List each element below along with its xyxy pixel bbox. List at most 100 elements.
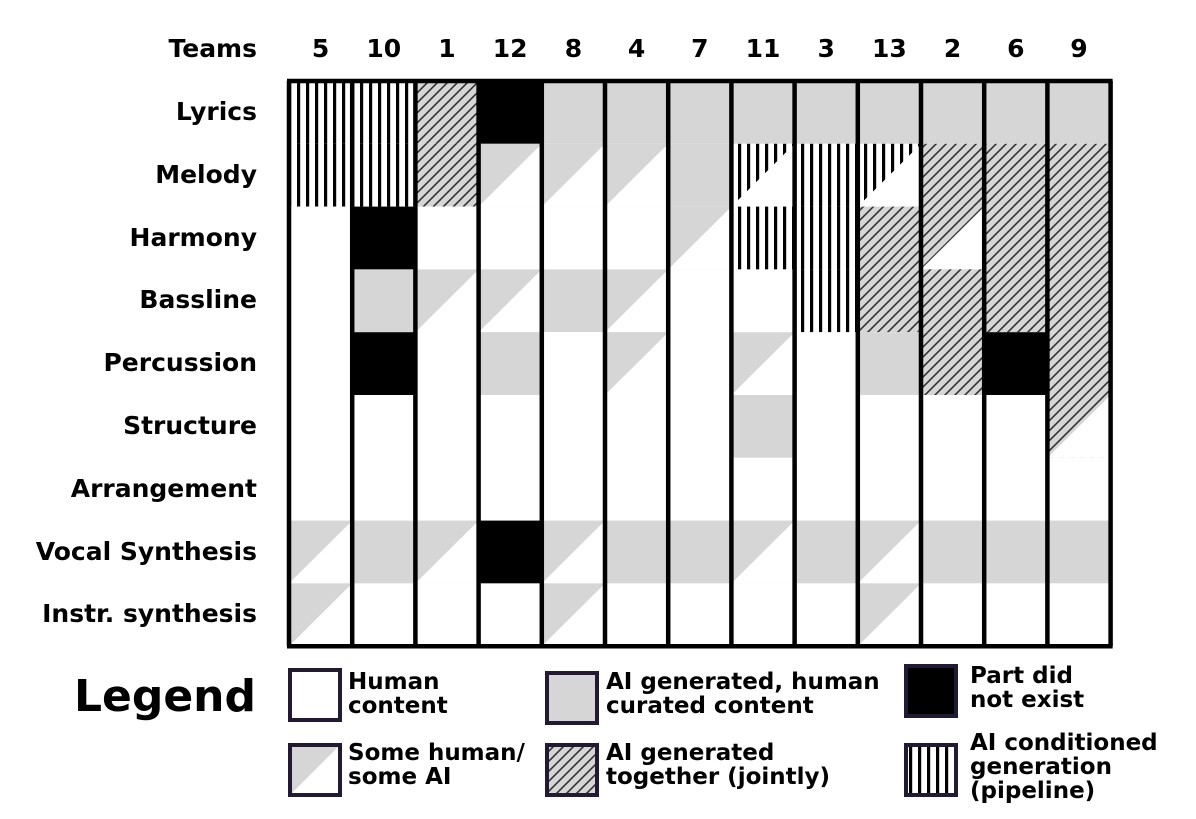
cell-percussion-team-9 <box>1047 332 1111 395</box>
cell-lyrics-team-6 <box>984 81 1048 144</box>
cell-arrangement-team-2 <box>921 457 985 521</box>
cell-instr-synthesis-team-4 <box>605 583 669 647</box>
cell-melody-team-2 <box>921 143 985 207</box>
team-label-5: 5 <box>311 34 330 63</box>
cell-bassline-team-2 <box>921 269 985 333</box>
cell-vocal-synthesis-team-2 <box>921 520 985 584</box>
cell-harmony-team-5 <box>289 206 353 270</box>
cell-vocal-synthesis-team-9 <box>1047 520 1111 584</box>
cell-harmony-team-10 <box>352 206 416 270</box>
cell-vocal-synthesis-team-4 <box>605 520 669 584</box>
row-label-harmony: Harmony <box>129 222 257 252</box>
team-label-12: 12 <box>492 34 528 63</box>
cell-harmony-team-3 <box>794 206 858 270</box>
cell-percussion-team-6 <box>984 332 1048 395</box>
cell-percussion-team-1 <box>415 332 479 395</box>
legend-label-jointly: AI generated together (jointly) <box>606 740 831 790</box>
cell-instr-synthesis-team-10 <box>352 583 416 647</box>
cell-structure-team-6 <box>984 395 1048 458</box>
cell-percussion-team-10 <box>352 332 416 395</box>
legend-swatch-border <box>288 668 342 722</box>
cell-instr-synthesis-team-8 <box>541 583 605 647</box>
cell-lyrics-team-1 <box>415 81 479 144</box>
cell-harmony-team-4 <box>605 206 669 270</box>
row-label-structure: Structure <box>123 411 257 440</box>
legend-label-human: Human content <box>348 669 448 719</box>
cell-melody-team-7 <box>668 143 732 207</box>
cell-vocal-synthesis-team-1 <box>415 520 479 584</box>
cell-instr-synthesis-team-11 <box>731 583 795 647</box>
cell-vocal-synthesis-team-3 <box>794 520 858 584</box>
cell-bassline-team-10 <box>352 269 416 333</box>
cell-arrangement-team-5 <box>289 457 353 521</box>
cell-structure-team-2 <box>921 395 985 458</box>
team-label-1: 1 <box>438 34 456 63</box>
row-label-arrangement: Arrangement <box>70 473 257 503</box>
cell-instr-synthesis-team-3 <box>794 583 858 647</box>
cell-arrangement-team-4 <box>605 457 669 521</box>
cell-melody-team-6 <box>984 143 1048 207</box>
cell-vocal-synthesis-team-8 <box>541 520 605 584</box>
cell-harmony-team-8 <box>541 206 605 270</box>
cell-percussion-team-5 <box>289 332 353 395</box>
cell-bassline-team-11 <box>731 269 795 333</box>
legend-swatch-mixed <box>290 745 340 795</box>
cell-bassline-team-8 <box>541 269 605 333</box>
legend-swatch-border <box>545 671 599 725</box>
teams-header: Teams <box>168 34 258 63</box>
legend-swatch-none <box>906 666 956 716</box>
cell-lyrics-team-7 <box>668 81 732 144</box>
legend-label-mixed: Some human/ some AI <box>348 740 525 790</box>
cell-arrangement-team-3 <box>794 457 858 521</box>
cell-harmony-team-7 <box>668 206 732 270</box>
cell-structure-team-3 <box>794 395 858 458</box>
cell-lyrics-team-5 <box>289 81 353 144</box>
legend-swatch-border <box>904 664 958 718</box>
team-label-8: 8 <box>564 34 583 63</box>
cell-melody-team-8 <box>541 143 605 207</box>
cell-lyrics-team-4 <box>605 81 669 144</box>
cell-vocal-synthesis-team-10 <box>352 520 416 584</box>
row-label-bassline: Bassline <box>139 285 257 315</box>
cell-vocal-synthesis-team-7 <box>668 520 732 584</box>
team-label-6: 6 <box>1007 34 1025 63</box>
cell-structure-team-11 <box>731 395 795 458</box>
legend-title: Legend <box>73 671 256 722</box>
cell-instr-synthesis-team-6 <box>984 583 1048 647</box>
cell-harmony-team-13 <box>857 206 921 270</box>
cell-harmony-team-9 <box>1047 206 1111 270</box>
cell-melody-team-12 <box>478 143 542 207</box>
cell-bassline-team-5 <box>289 269 353 333</box>
cell-lyrics-team-12 <box>478 81 542 144</box>
team-label-9: 9 <box>1070 34 1088 63</box>
cell-vocal-synthesis-team-6 <box>984 520 1048 584</box>
cell-structure-team-4 <box>605 395 669 458</box>
row-label-melody: Melody <box>155 159 257 189</box>
cell-bassline-team-13 <box>857 269 921 333</box>
cell-melody-team-3 <box>794 143 858 207</box>
row-label-lyrics: Lyrics <box>175 97 257 126</box>
cell-percussion-team-4 <box>605 332 669 395</box>
cell-vocal-synthesis-team-12 <box>478 520 542 584</box>
cell-harmony-team-12 <box>478 206 542 270</box>
cell-arrangement-team-10 <box>352 457 416 521</box>
cell-arrangement-team-6 <box>984 457 1048 521</box>
legend-swatch-pipeline <box>906 745 956 795</box>
cell-melody-team-5 <box>289 143 353 207</box>
cell-melody-team-13 <box>857 143 921 207</box>
cell-structure-team-10 <box>352 395 416 458</box>
cell-bassline-team-12 <box>478 269 542 333</box>
cell-arrangement-team-7 <box>668 457 732 521</box>
legend-swatch-border <box>904 743 958 797</box>
cell-instr-synthesis-team-7 <box>668 583 732 647</box>
cell-percussion-team-3 <box>794 332 858 395</box>
cell-percussion-team-12 <box>478 332 542 395</box>
legend-label-curated: AI generated, human curated content <box>606 669 880 719</box>
cell-instr-synthesis-team-12 <box>478 583 542 647</box>
cell-percussion-team-7 <box>668 332 732 395</box>
cell-instr-synthesis-team-5 <box>289 583 353 647</box>
cell-melody-team-11 <box>731 143 795 207</box>
cell-structure-team-8 <box>541 395 605 458</box>
cell-harmony-team-6 <box>984 206 1048 270</box>
cell-structure-team-7 <box>668 395 732 458</box>
